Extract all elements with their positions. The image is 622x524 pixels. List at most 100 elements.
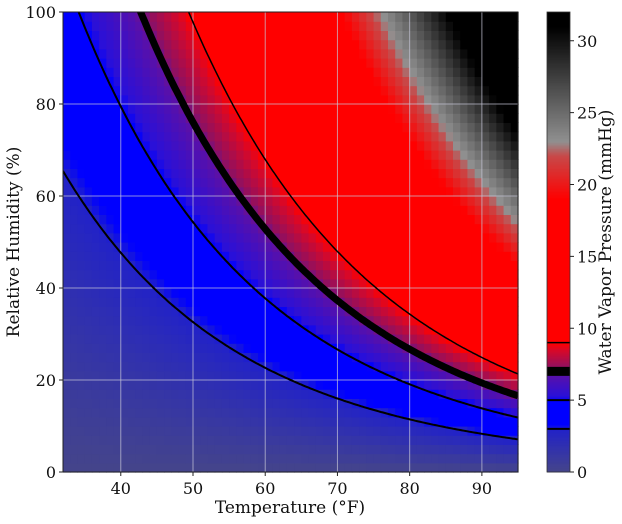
heatmap-cell (214, 12, 223, 22)
heatmap-cell (214, 260, 223, 271)
heatmap-cell (366, 12, 375, 22)
heatmap-cell (388, 269, 396, 280)
heatmap-cell (258, 48, 266, 59)
colorbar-swatch (547, 185, 570, 188)
heatmap-cell (424, 196, 432, 206)
heatmap-cell (286, 113, 295, 123)
heatmap-cell (294, 104, 302, 114)
heatmap-cell (323, 94, 331, 105)
heatmap-cell (453, 205, 461, 215)
heatmap-cell (402, 168, 411, 179)
heatmap-cell (164, 315, 172, 326)
heatmap-cell (453, 407, 461, 418)
heatmap-cell (416, 426, 425, 436)
heatmap-cell (250, 435, 259, 445)
colorbar-swatch (547, 47, 570, 50)
heatmap-cell (113, 76, 122, 87)
heatmap-cell (279, 398, 288, 409)
heatmap-cell (351, 334, 360, 344)
heatmap-cell (91, 39, 100, 50)
heatmap-cell (185, 85, 194, 96)
heatmap-cell (156, 269, 165, 280)
heatmap-cell (496, 352, 505, 363)
heatmap-cell (294, 398, 302, 409)
heatmap-cell (279, 407, 288, 418)
heatmap-cell (489, 435, 497, 445)
heatmap-cell (481, 214, 490, 225)
heatmap-cell (279, 85, 288, 96)
heatmap-cell (344, 48, 353, 59)
heatmap-cell (481, 58, 490, 68)
heatmap-cell (193, 380, 201, 390)
heatmap-cell (323, 223, 331, 234)
heatmap-cell (402, 278, 411, 289)
heatmap-cell (481, 444, 490, 455)
heatmap-cell (120, 168, 129, 179)
heatmap-cell (323, 361, 331, 372)
heatmap-cell (128, 12, 136, 22)
heatmap-cell (70, 297, 79, 307)
heatmap-cell (91, 306, 100, 317)
heatmap-cell (272, 269, 281, 280)
heatmap-cell (315, 39, 324, 50)
colorbar-swatch (547, 43, 570, 46)
heatmap-cell (171, 416, 180, 427)
colorbar-swatch (547, 395, 570, 398)
heatmap-cell (207, 12, 216, 22)
heatmap-cell (185, 131, 194, 142)
heatmap-cell (164, 352, 172, 363)
heatmap-cell (489, 104, 497, 114)
heatmap-cell (279, 150, 288, 160)
heatmap-cell (337, 232, 346, 243)
heatmap-cell (265, 389, 274, 399)
heatmap-cell (70, 352, 79, 363)
heatmap-cell (77, 416, 86, 427)
colorbar-swatch (547, 112, 570, 115)
heatmap-cell (359, 426, 367, 436)
heatmap-cell (286, 104, 295, 114)
heatmap-cell (63, 94, 71, 105)
heatmap-cell (489, 76, 497, 87)
colorbar (546, 11, 571, 473)
heatmap-cell (214, 104, 223, 114)
heatmap-cell (402, 297, 411, 307)
heatmap-cell (120, 242, 129, 252)
heatmap-cell (395, 159, 404, 169)
heatmap-cell (294, 196, 302, 206)
y-tick-label: 80 (36, 95, 56, 114)
heatmap-cell (460, 30, 469, 41)
heatmap-cell (388, 67, 396, 77)
heatmap-cell (373, 85, 382, 96)
heatmap-cell (489, 334, 497, 344)
heatmap-cell (207, 435, 216, 445)
heatmap-cell (481, 76, 490, 87)
heatmap-cell (373, 39, 382, 50)
colorbar-swatch (547, 226, 570, 229)
heatmap-cell (286, 94, 295, 105)
colorbar-swatch (547, 224, 570, 227)
heatmap-cell (460, 278, 469, 289)
heatmap-cell (113, 352, 122, 363)
heatmap-cell (149, 196, 158, 206)
heatmap-cell (315, 288, 324, 298)
heatmap-cell (380, 278, 389, 289)
heatmap-cell (467, 232, 476, 243)
heatmap-cell (91, 370, 100, 381)
heatmap-cell (193, 21, 201, 31)
heatmap-cell (113, 122, 122, 133)
heatmap-cell (359, 186, 367, 197)
heatmap-cell (510, 39, 519, 50)
heatmap-cell (178, 288, 187, 298)
heatmap-cell (359, 223, 367, 234)
heatmap-cell (265, 67, 274, 77)
heatmap-cell (171, 288, 180, 298)
heatmap-cell (388, 297, 396, 307)
heatmap-cell (438, 251, 447, 261)
heatmap-cell (351, 380, 360, 390)
heatmap-cell (453, 223, 461, 234)
heatmap-cell (250, 21, 259, 31)
heatmap-cell (142, 140, 151, 151)
heatmap-cell (178, 343, 187, 353)
heatmap-cell (445, 260, 454, 271)
heatmap-cell (221, 398, 230, 409)
